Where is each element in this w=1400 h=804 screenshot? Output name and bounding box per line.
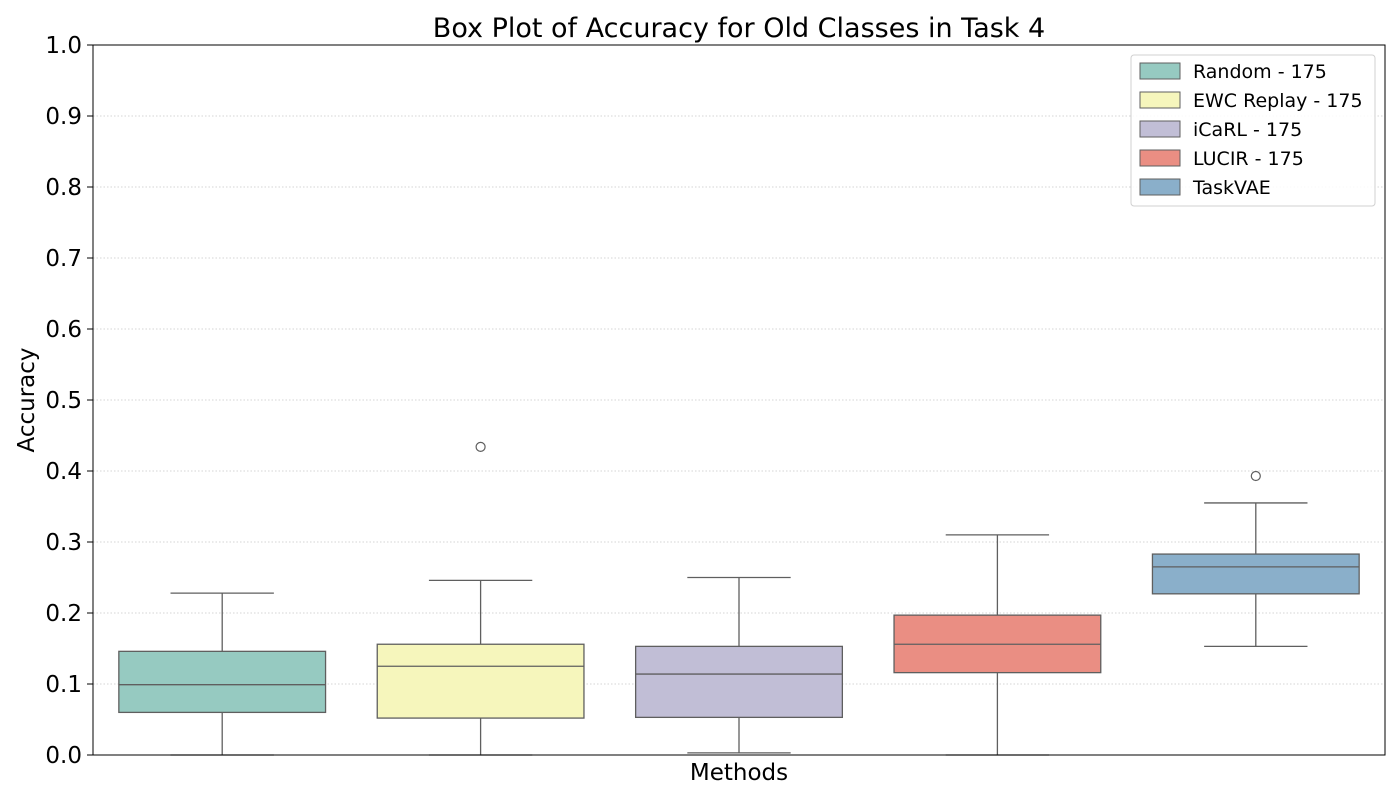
legend-swatch xyxy=(1139,120,1181,138)
iqr-box xyxy=(118,650,327,714)
legend-label: iCaRL - 175 xyxy=(1193,119,1302,141)
legend-item: iCaRL - 175 xyxy=(1139,119,1302,141)
box-random-175 xyxy=(118,592,327,756)
outlier-point xyxy=(475,441,486,452)
boxes xyxy=(118,441,1360,756)
legend-item: Random - 175 xyxy=(1139,61,1327,83)
legend-swatch xyxy=(1139,62,1181,80)
y-tick-label: 0.1 xyxy=(45,672,82,698)
legend-label: LUCIR - 175 xyxy=(1193,148,1304,170)
y-tick-label: 1.0 xyxy=(45,33,82,59)
iqr-box xyxy=(1151,553,1360,595)
y-tick-label: 0.5 xyxy=(45,388,82,414)
y-tick-label: 0.3 xyxy=(45,530,82,556)
iqr-box xyxy=(376,643,585,719)
legend-item: LUCIR - 175 xyxy=(1139,148,1304,170)
y-tick-label: 0.0 xyxy=(45,743,82,769)
y-tick-label: 0.6 xyxy=(45,317,82,343)
y-tick-label: 0.4 xyxy=(45,459,82,485)
legend-label: TaskVAE xyxy=(1192,177,1271,199)
legend: Random - 175 EWC Replay - 175 iCaRL - 175 L… xyxy=(1130,54,1376,207)
box-taskvae xyxy=(1151,470,1360,648)
y-tick-label: 0.9 xyxy=(45,104,82,130)
legend-label: EWC Replay - 175 xyxy=(1193,90,1363,112)
y-axis: 0.0 0.1 0.2 0.3 0.4 0.5 0.6 0.7 0.8 0.9 1.0 xyxy=(45,33,93,769)
y-tick-label: 0.8 xyxy=(45,175,82,201)
y-axis-label: Accuracy xyxy=(14,347,40,452)
chart-title: Box Plot of Accuracy for Old Classes in … xyxy=(433,13,1045,44)
legend-swatch xyxy=(1139,149,1181,167)
outlier-point xyxy=(1250,470,1261,482)
legend-label: Random - 175 xyxy=(1193,61,1327,83)
box-ewc-replay-175 xyxy=(376,441,585,756)
legend-item: EWC Replay - 175 xyxy=(1139,90,1363,112)
iqr-box xyxy=(634,645,844,719)
legend-swatch xyxy=(1139,91,1181,109)
legend-swatch xyxy=(1139,178,1181,196)
legend-item: TaskVAE xyxy=(1139,177,1271,199)
x-axis-label: Methods xyxy=(690,760,788,786)
box-icarl-175 xyxy=(634,576,844,754)
y-tick-label: 0.2 xyxy=(45,601,82,627)
y-tick-label: 0.7 xyxy=(45,246,82,272)
box-lucir-175 xyxy=(893,534,1102,756)
legend-frame xyxy=(1130,54,1376,207)
